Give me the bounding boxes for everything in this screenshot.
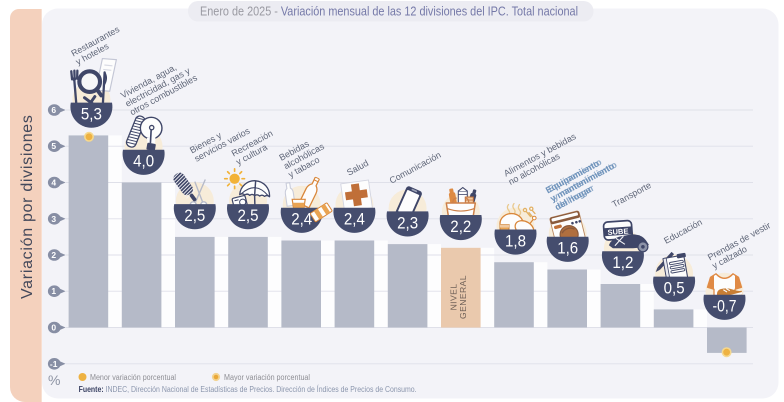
svg-text:6: 6 xyxy=(51,105,56,115)
svg-text:2: 2 xyxy=(51,250,56,260)
svg-text:NIVELGENERAL: NIVELGENERAL xyxy=(449,275,469,319)
svg-text:0,5: 0,5 xyxy=(664,280,685,298)
svg-text:2,3: 2,3 xyxy=(397,214,418,232)
svg-text:%: % xyxy=(48,372,60,388)
svg-text:Mayor variación porcentual: Mayor variación porcentual xyxy=(224,373,310,382)
svg-text:Variación por divisiones: Variación por divisiones xyxy=(19,114,36,299)
svg-text:1: 1 xyxy=(51,286,56,296)
svg-text:1,2: 1,2 xyxy=(612,254,633,272)
svg-text:0: 0 xyxy=(51,323,56,333)
svg-text:5,3: 5,3 xyxy=(81,106,102,124)
svg-text:2,5: 2,5 xyxy=(238,207,259,225)
svg-text:4: 4 xyxy=(51,178,56,188)
svg-text:2,4: 2,4 xyxy=(291,211,312,229)
svg-text:2,5: 2,5 xyxy=(184,207,205,225)
svg-text:Fuente: INDEC, Dirección Nacio: Fuente: INDEC, Dirección Nacional de Est… xyxy=(79,385,417,394)
svg-text:1,6: 1,6 xyxy=(557,240,578,258)
svg-text:2,2: 2,2 xyxy=(450,218,471,236)
svg-text:2,4: 2,4 xyxy=(344,211,365,229)
svg-text:-1: -1 xyxy=(50,359,58,369)
svg-text:1,8: 1,8 xyxy=(505,232,526,250)
svg-text:SUBE: SUBE xyxy=(607,227,628,237)
svg-text:3: 3 xyxy=(51,214,56,224)
svg-text:5: 5 xyxy=(51,141,56,151)
svg-text:Enero de 2025 - Variación mens: Enero de 2025 - Variación mensual de las… xyxy=(200,5,578,19)
svg-text:4,0: 4,0 xyxy=(133,153,154,171)
svg-text:Menor variación porcentual: Menor variación porcentual xyxy=(90,373,176,382)
svg-text:-0,7: -0,7 xyxy=(713,298,737,316)
